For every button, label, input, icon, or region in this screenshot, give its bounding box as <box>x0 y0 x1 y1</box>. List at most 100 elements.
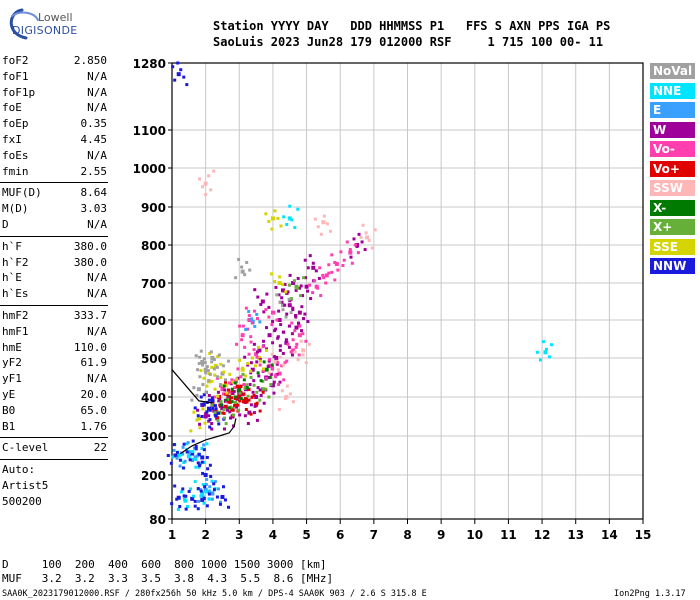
echo-point <box>260 387 265 392</box>
echo-point <box>234 400 238 404</box>
echo-point <box>282 378 286 382</box>
echo-point <box>229 382 233 386</box>
echo-point <box>252 309 256 313</box>
echo-point <box>211 406 215 410</box>
echo-point <box>221 392 225 396</box>
echo-point <box>196 408 200 412</box>
echo-point <box>205 455 209 459</box>
echo-point <box>194 445 198 449</box>
echo-point <box>241 324 245 328</box>
legend-item-ssw: SSW <box>650 180 695 196</box>
echo-point <box>199 368 203 372</box>
echo-point <box>291 400 295 404</box>
echo-point <box>360 240 364 244</box>
param-row-foep: foEp 0.35 <box>0 117 110 133</box>
echo-point <box>333 260 337 264</box>
echo-point <box>234 276 238 280</box>
echo-point <box>187 490 191 493</box>
echo-point <box>210 379 214 383</box>
echo-point <box>221 364 225 368</box>
echo-point <box>242 398 246 402</box>
echo-point <box>285 359 289 363</box>
scaled-parameters-panel: foF2 2.850 foF1 N/A foF1p N/A foE N/A foEp 0.35 fx… <box>0 54 110 511</box>
echo-point <box>196 368 200 372</box>
echo-point <box>213 480 217 484</box>
echo-point <box>258 320 262 324</box>
echo-point <box>200 455 205 460</box>
echo-point <box>193 480 197 484</box>
echo-point <box>211 399 215 403</box>
echo-point <box>194 354 198 358</box>
echo-point <box>297 353 301 357</box>
echo-point <box>276 361 280 365</box>
echo-point <box>185 450 189 454</box>
echo-point <box>208 372 212 376</box>
echo-point <box>365 235 370 240</box>
echo-point <box>284 290 288 294</box>
echo-point <box>191 450 195 454</box>
distance-row: D 100 200 400 600 800 1000 1500 3000 [km… <box>2 558 327 571</box>
param-value: 4.45 <box>80 132 108 146</box>
program-version: Ion2Png 1.3.17 <box>614 589 686 599</box>
echo-point <box>240 393 244 397</box>
legend-item-x-: X+ <box>650 219 695 235</box>
echo-point <box>176 61 180 65</box>
echo-point <box>191 439 195 443</box>
y-tick-label: 600 <box>141 314 166 328</box>
echo-point <box>254 352 259 357</box>
echo-point <box>258 409 262 413</box>
echo-point <box>204 411 208 415</box>
echo-point <box>208 408 212 412</box>
echo-point <box>205 477 209 481</box>
echo-point <box>257 374 261 378</box>
echo-point <box>182 75 186 79</box>
echo-point <box>308 254 312 258</box>
echo-point <box>210 365 214 369</box>
echo-point <box>227 406 231 410</box>
echo-point <box>274 285 278 289</box>
y-tick-label: 900 <box>141 201 166 215</box>
echo-point <box>288 204 292 208</box>
echo-point <box>173 453 178 458</box>
echo-point <box>290 321 294 325</box>
echo-point <box>220 495 225 499</box>
echo-point <box>184 507 188 511</box>
echo-point <box>293 350 297 354</box>
param-name: yF2 <box>2 356 22 370</box>
echo-point <box>232 413 236 417</box>
echo-point <box>318 266 322 270</box>
echo-point <box>254 395 259 399</box>
echo-point <box>259 379 263 383</box>
echo-point <box>203 361 207 365</box>
echo-point <box>233 404 237 408</box>
echo-point <box>192 494 196 498</box>
echo-point <box>204 483 208 487</box>
echo-point <box>270 352 274 356</box>
param-row-h-e: h`E N/A <box>0 271 110 287</box>
echo-point <box>230 408 234 412</box>
param-row-foe: foE N/A <box>0 101 110 117</box>
x-tick-label: 4 <box>269 528 277 542</box>
echo-point <box>303 258 307 262</box>
echo-point <box>262 360 266 364</box>
echo-point <box>256 345 260 349</box>
echo-point <box>250 367 255 372</box>
echo-point <box>205 410 209 414</box>
echo-point <box>204 371 208 375</box>
echo-point <box>236 367 240 371</box>
echo-point <box>207 393 211 397</box>
echo-point <box>179 453 183 457</box>
echo-point <box>281 351 285 355</box>
echo-point <box>233 386 237 390</box>
echo-point <box>342 258 346 262</box>
separator <box>0 235 108 237</box>
echo-point <box>314 269 318 273</box>
echo-point <box>328 229 332 233</box>
echo-point <box>201 363 205 367</box>
echo-point <box>348 250 353 255</box>
echo-point <box>299 339 303 343</box>
echo-point <box>281 288 286 293</box>
echo-point <box>225 400 229 404</box>
echo-point <box>222 427 226 431</box>
param-row-yf1: yF1 N/A <box>0 372 110 388</box>
